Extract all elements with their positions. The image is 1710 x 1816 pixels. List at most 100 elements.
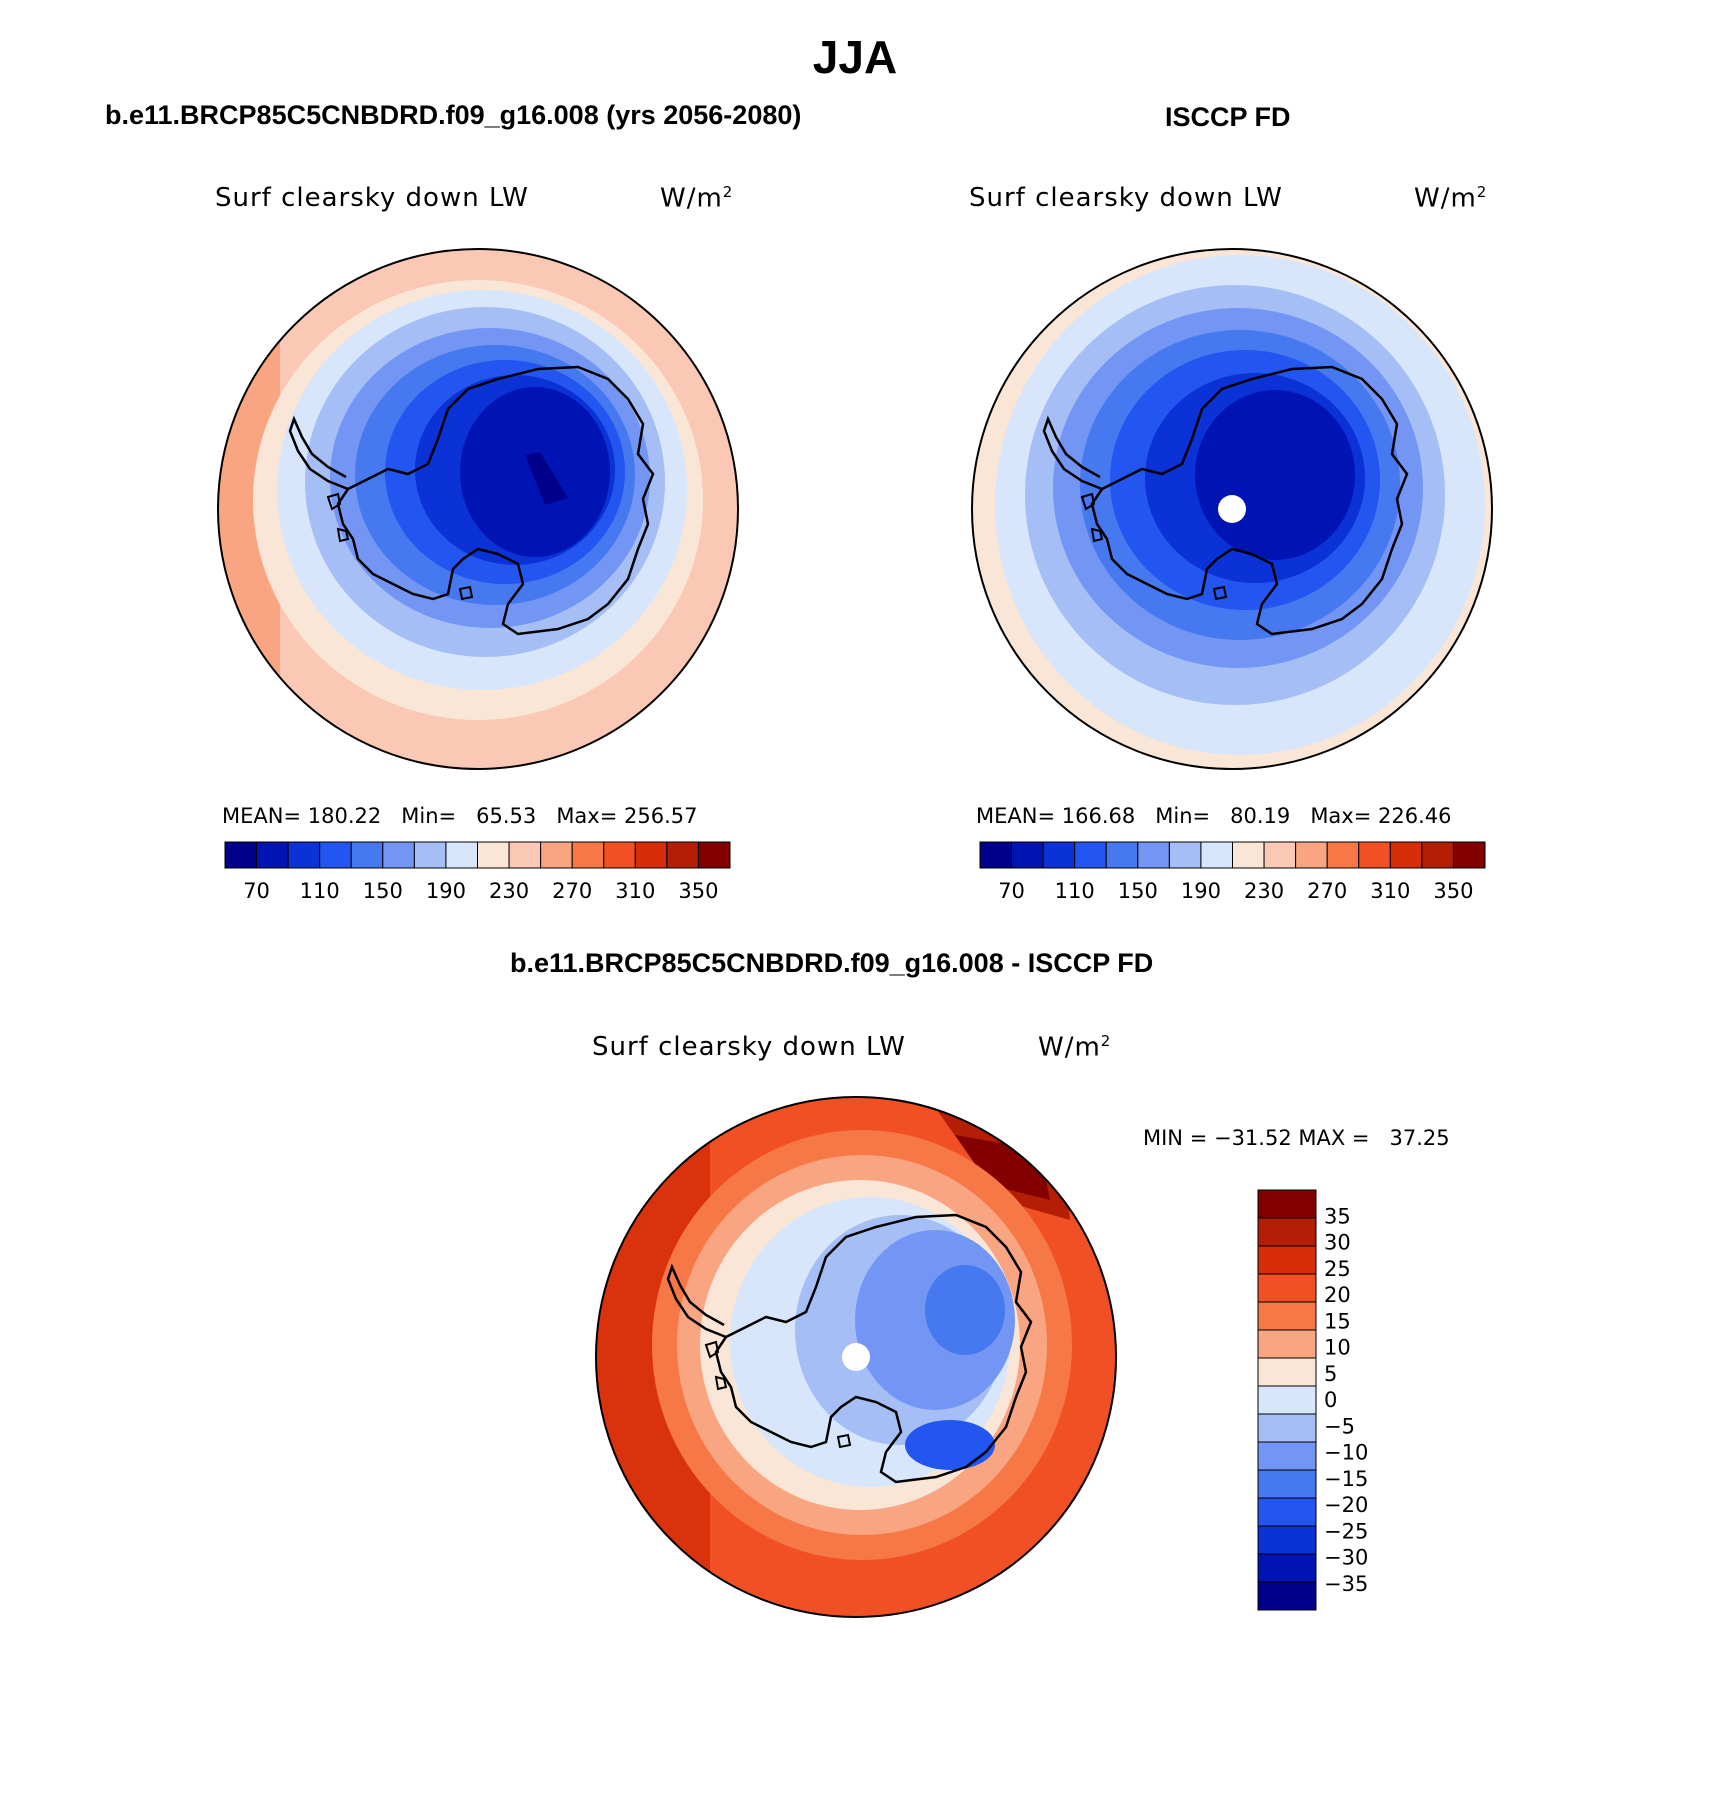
colorbar-diff-tick-label: −25	[1324, 1519, 1368, 1543]
colorbar-diff-swatch	[1257, 1441, 1317, 1471]
map-panel-diff	[595, 1096, 1117, 1618]
units-label-diff: W/m2	[1038, 1032, 1112, 1063]
map-panel-obs	[971, 248, 1493, 770]
colorbar-obs-tick-label: 310	[1370, 879, 1410, 903]
colorbar-obs-tick-label: 350	[1433, 879, 1473, 903]
colorbar-obs-swatch	[1358, 841, 1391, 869]
variable-label-obs: Surf clearsky down LW	[969, 183, 1283, 213]
colorbar-model-tick-label: 70	[243, 879, 270, 903]
colorbar-obs: 70 110 150 190 230 270 310 350	[979, 841, 1486, 903]
colorbar-diff-tick-label: 10	[1324, 1336, 1351, 1360]
colorbar-model-tick-label: 350	[678, 879, 718, 903]
colorbar-obs-tick-label: 150	[1118, 879, 1158, 903]
case-title-diff: b.e11.BRCP85C5CNBDRD.f09_g16.008 - ISCCP…	[510, 948, 1154, 978]
colorbar-model: 70 110 150 190 230 270 310 350	[224, 841, 731, 903]
colorbar-diff-tick-label: −20	[1324, 1493, 1368, 1517]
colorbar-obs-tick-label: 230	[1244, 879, 1284, 903]
colorbar-diff-tick-label: 0	[1324, 1388, 1337, 1412]
colorbar-obs-tick-label: 270	[1307, 879, 1347, 903]
colorbar-obs-swatch	[1200, 841, 1233, 869]
colorbar-diff-swatch	[1257, 1469, 1317, 1499]
colorbar-diff-tick-label: 25	[1324, 1257, 1351, 1281]
case-title-model: b.e11.BRCP85C5CNBDRD.f09_g16.008 (yrs 20…	[105, 100, 802, 130]
colorbar-obs-tick-label: 190	[1181, 879, 1221, 903]
colorbar-model-swatch	[571, 841, 605, 869]
colorbar-model-swatch	[508, 841, 542, 869]
colorbar-obs-swatch	[1295, 841, 1328, 869]
colorbar-diff-swatch	[1257, 1301, 1317, 1331]
colorbar-model-tick-label: 270	[552, 879, 592, 903]
colorbar-diff-swatch	[1257, 1273, 1317, 1303]
case-title-obs: ISCCP FD	[1165, 102, 1291, 132]
colorbar-obs-tick-label: 70	[998, 879, 1025, 903]
colorbar-diff-tick-label: −35	[1324, 1572, 1368, 1596]
colorbar-diff-tick-label: −5	[1324, 1414, 1355, 1438]
colorbar-diff-tick-label: 15	[1324, 1309, 1351, 1333]
colorbar-obs-swatch	[1105, 841, 1139, 869]
figure-title: JJA	[812, 31, 898, 83]
colorbar-model-swatch	[256, 841, 289, 869]
colorbar-diff-swatch	[1257, 1357, 1317, 1387]
colorbar-diff-swatch	[1257, 1245, 1317, 1275]
colorbar-obs-swatch	[1452, 841, 1486, 869]
colorbar-diff-swatch	[1257, 1553, 1317, 1583]
colorbar-diff-swatch	[1257, 1581, 1317, 1611]
pole-hole	[842, 1343, 870, 1371]
colorbar-model-tick-label: 230	[489, 879, 529, 903]
colorbar-obs-swatch	[1011, 841, 1044, 869]
colorbar-obs-swatch	[979, 841, 1013, 869]
colorbar-model-swatch	[477, 841, 510, 869]
colorbar-model-swatch	[350, 841, 384, 869]
colorbar-model-swatch	[382, 841, 415, 869]
colorbar-diff-swatch	[1257, 1525, 1317, 1555]
colorbar-diff-swatch	[1257, 1217, 1317, 1247]
colorbar-diff-tick-label: −10	[1324, 1441, 1368, 1465]
variable-label-diff: Surf clearsky down LW	[592, 1032, 906, 1062]
colorbar-diff-swatch	[1257, 1329, 1317, 1359]
variable-label-model: Surf clearsky down LW	[215, 183, 529, 213]
units-label-model: W/m2	[660, 183, 734, 214]
colorbar-model-tick-label: 110	[300, 879, 340, 903]
minmax-diff: MIN = −31.52 MAX = 37.25	[1143, 1126, 1450, 1150]
colorbar-diff-swatch	[1257, 1385, 1317, 1415]
colorbar-diff-swatch	[1257, 1413, 1317, 1443]
colorbar-obs-swatch	[1421, 841, 1454, 869]
colorbar-obs-tick-label: 110	[1055, 879, 1095, 903]
colorbar-obs-swatch	[1326, 841, 1360, 869]
colorbar-model-swatch	[603, 841, 636, 869]
colorbar-diff-swatch	[1257, 1497, 1317, 1527]
map-panel-model	[217, 248, 739, 770]
colorbar-obs-swatch	[1137, 841, 1170, 869]
colorbar-model-tick-label: 150	[363, 879, 403, 903]
colorbar-model-tick-label: 190	[426, 879, 466, 903]
colorbar-model-swatch	[634, 841, 668, 869]
colorbar-model-swatch	[697, 841, 731, 869]
colorbar-model-swatch	[666, 841, 699, 869]
stats-obs: MEAN= 166.68 Min= 80.19 Max= 226.46	[976, 804, 1452, 828]
colorbar-model-tick-label: 310	[615, 879, 655, 903]
colorbar-obs-swatch	[1263, 841, 1297, 869]
stats-model: MEAN= 180.22 Min= 65.53 Max= 256.57	[222, 804, 698, 828]
colorbar-model-swatch	[224, 841, 258, 869]
colorbar-diff-swatch	[1257, 1189, 1317, 1219]
colorbar-obs-swatch	[1389, 841, 1423, 869]
colorbar-diff-tick-label: 30	[1324, 1231, 1351, 1255]
units-label-obs: W/m2	[1414, 183, 1488, 214]
colorbar-model-swatch	[445, 841, 478, 869]
colorbar-obs-swatch	[1074, 841, 1107, 869]
colorbar-diff-tick-label: 5	[1324, 1362, 1337, 1386]
colorbar-model-swatch	[413, 841, 447, 869]
colorbar-obs-swatch	[1042, 841, 1076, 869]
colorbar-diff-tick-label: 20	[1324, 1283, 1351, 1307]
colorbar-diff-tick-label: 35	[1324, 1204, 1351, 1228]
colorbar-model-swatch	[319, 841, 352, 869]
colorbar-obs-swatch	[1168, 841, 1202, 869]
colorbar-obs-swatch	[1232, 841, 1265, 869]
colorbar-diff-tick-label: −15	[1324, 1467, 1368, 1491]
colorbar-model-swatch	[540, 841, 573, 869]
colorbar-model-swatch	[287, 841, 321, 869]
colorbar-diff-tick-label: −30	[1324, 1546, 1368, 1570]
pole-hole	[1218, 495, 1246, 523]
